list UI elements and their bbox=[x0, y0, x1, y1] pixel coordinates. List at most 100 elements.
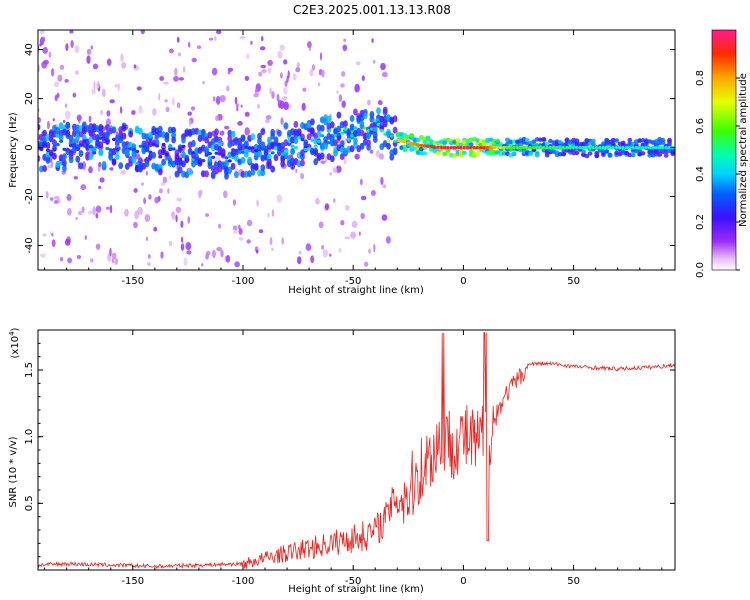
spectrogram-scatter bbox=[147, 262, 151, 266]
y-tick-label: -40 bbox=[24, 237, 35, 253]
spectrogram-ridge-cell bbox=[270, 151, 275, 155]
spectrogram-cell bbox=[561, 148, 567, 153]
spectrogram-scatter bbox=[307, 41, 312, 49]
spectrogram-scatter bbox=[267, 59, 273, 66]
spectrogram-ridge-cell bbox=[336, 133, 341, 137]
spectrogram-scatter bbox=[69, 30, 74, 34]
spectrogram-ridge-cell bbox=[320, 134, 325, 138]
spectrogram-scatter bbox=[236, 106, 239, 112]
spectrogram-cell bbox=[157, 125, 163, 133]
spectrogram-x-label: Height of straight line (km) bbox=[288, 285, 424, 296]
x-tick-label: -150 bbox=[121, 576, 144, 587]
snr-multiplier-exp: 4 bbox=[8, 331, 16, 336]
spectrogram-scatter bbox=[146, 236, 148, 242]
spectrogram-cell bbox=[468, 149, 474, 154]
spectrogram-scatter bbox=[277, 99, 282, 109]
spectrogram-scatter bbox=[381, 214, 388, 221]
spectrogram-ridge-cell bbox=[604, 146, 609, 150]
spectrogram-scatter bbox=[52, 118, 55, 122]
spectrogram-ridge-cell bbox=[538, 146, 543, 150]
spectrogram-scatter bbox=[144, 214, 151, 222]
spectrogram-cell bbox=[217, 140, 223, 148]
spectrogram-ridge-cell bbox=[307, 147, 312, 151]
spectrogram-cell bbox=[78, 150, 84, 157]
spectrogram-scatter bbox=[95, 213, 99, 219]
spectrogram-scatter bbox=[271, 209, 275, 217]
spectrogram-cell bbox=[45, 156, 51, 164]
spectrogram-ridge-cell bbox=[201, 159, 206, 163]
spectrogram-ridge-cell bbox=[452, 146, 457, 150]
spectrogram-ridge-cell bbox=[581, 146, 586, 150]
spectrogram-ridge-cell bbox=[171, 147, 176, 151]
spectrogram-scatter bbox=[318, 221, 324, 229]
spectrogram-scatter bbox=[372, 59, 376, 64]
spectrogram-scatter bbox=[221, 140, 224, 147]
spectrogram-scatter bbox=[90, 45, 94, 50]
spectrogram-cell bbox=[181, 136, 186, 144]
spectrogram-cell bbox=[349, 123, 355, 131]
spectrogram-scatter bbox=[254, 88, 259, 93]
spectrogram-scatter bbox=[64, 103, 68, 108]
y-tick-label: 0.5 bbox=[24, 495, 35, 511]
spectrogram-scatter bbox=[360, 195, 367, 201]
spectrogram-cell bbox=[607, 152, 613, 158]
spectrogram-cell bbox=[68, 134, 74, 142]
spectrogram-scatter bbox=[295, 67, 301, 73]
spectrogram-scatter bbox=[308, 47, 311, 51]
spectrogram-scatter bbox=[48, 51, 52, 59]
spectrogram-cell bbox=[495, 138, 500, 143]
spectrogram-scatter bbox=[284, 80, 288, 87]
spectrogram-ridge-cell bbox=[293, 146, 298, 150]
spectrogram-scatter bbox=[160, 182, 166, 187]
spectrogram-cell bbox=[207, 156, 213, 163]
spectrogram-cell bbox=[42, 129, 47, 137]
spectrogram-cell bbox=[131, 149, 137, 157]
spectrogram-y-ticks: -40 -20 0 20 40 bbox=[24, 43, 675, 254]
spectrogram-cell bbox=[257, 150, 262, 158]
spectrogram-cell bbox=[277, 129, 282, 137]
snr-x-label: Height of straight line (km) bbox=[288, 584, 424, 595]
spectrogram-scatter bbox=[360, 212, 365, 220]
spectrogram-cell bbox=[591, 138, 596, 144]
spectrogram-ridge-cell bbox=[313, 144, 318, 148]
spectrogram-scatter bbox=[324, 203, 330, 211]
spectrogram-scatter bbox=[152, 108, 157, 116]
spectrogram-scatter bbox=[361, 75, 365, 82]
spectrogram-scatter bbox=[172, 97, 175, 106]
spectrogram-ridge-cell bbox=[138, 144, 143, 148]
spectrogram-scatter bbox=[315, 197, 320, 205]
spectrogram-scatter bbox=[183, 257, 188, 267]
spectrogram-y-label: Frequency (Hz) bbox=[8, 112, 19, 188]
snr-multiplier-close: ) bbox=[10, 327, 21, 331]
spectrogram-scatter bbox=[95, 205, 102, 213]
spectrogram-cell bbox=[667, 137, 672, 143]
spectrogram-cell bbox=[481, 141, 487, 146]
spectrogram-scatter bbox=[140, 30, 145, 35]
spectrogram-cell bbox=[267, 158, 272, 166]
spectrogram-scatter bbox=[39, 30, 45, 35]
spectrogram-scatter bbox=[256, 103, 261, 110]
spectrogram-cell bbox=[445, 148, 451, 153]
spectrogram-scatter bbox=[350, 231, 356, 239]
spectrogram-scatter bbox=[283, 101, 289, 110]
spectrogram-cell bbox=[42, 165, 47, 172]
spectrogram-ridge-cell bbox=[204, 153, 209, 157]
spectrogram-ridge-cell bbox=[578, 146, 583, 150]
spectrogram-cell bbox=[270, 128, 276, 136]
spectrogram-scatter bbox=[147, 253, 151, 259]
spectrogram-scatter bbox=[300, 172, 305, 180]
spectrogram-cell bbox=[293, 120, 299, 128]
spectrogram-scatter bbox=[244, 75, 250, 81]
spectrogram-cell bbox=[230, 162, 236, 170]
spectrogram-cell bbox=[591, 142, 596, 147]
spectrogram-ridge-cell bbox=[651, 146, 655, 150]
spectrogram-scatter bbox=[341, 71, 346, 77]
spectrogram-cell bbox=[171, 136, 177, 144]
spectrogram-cell bbox=[581, 149, 586, 154]
colorbar-gradient bbox=[711, 29, 737, 271]
spectrogram-scatter bbox=[259, 46, 266, 51]
spectrogram-scatter bbox=[309, 68, 314, 77]
spectrogram-scatter bbox=[137, 206, 143, 215]
spectrogram-cell bbox=[382, 120, 388, 128]
spectrogram-scatter bbox=[176, 36, 180, 43]
